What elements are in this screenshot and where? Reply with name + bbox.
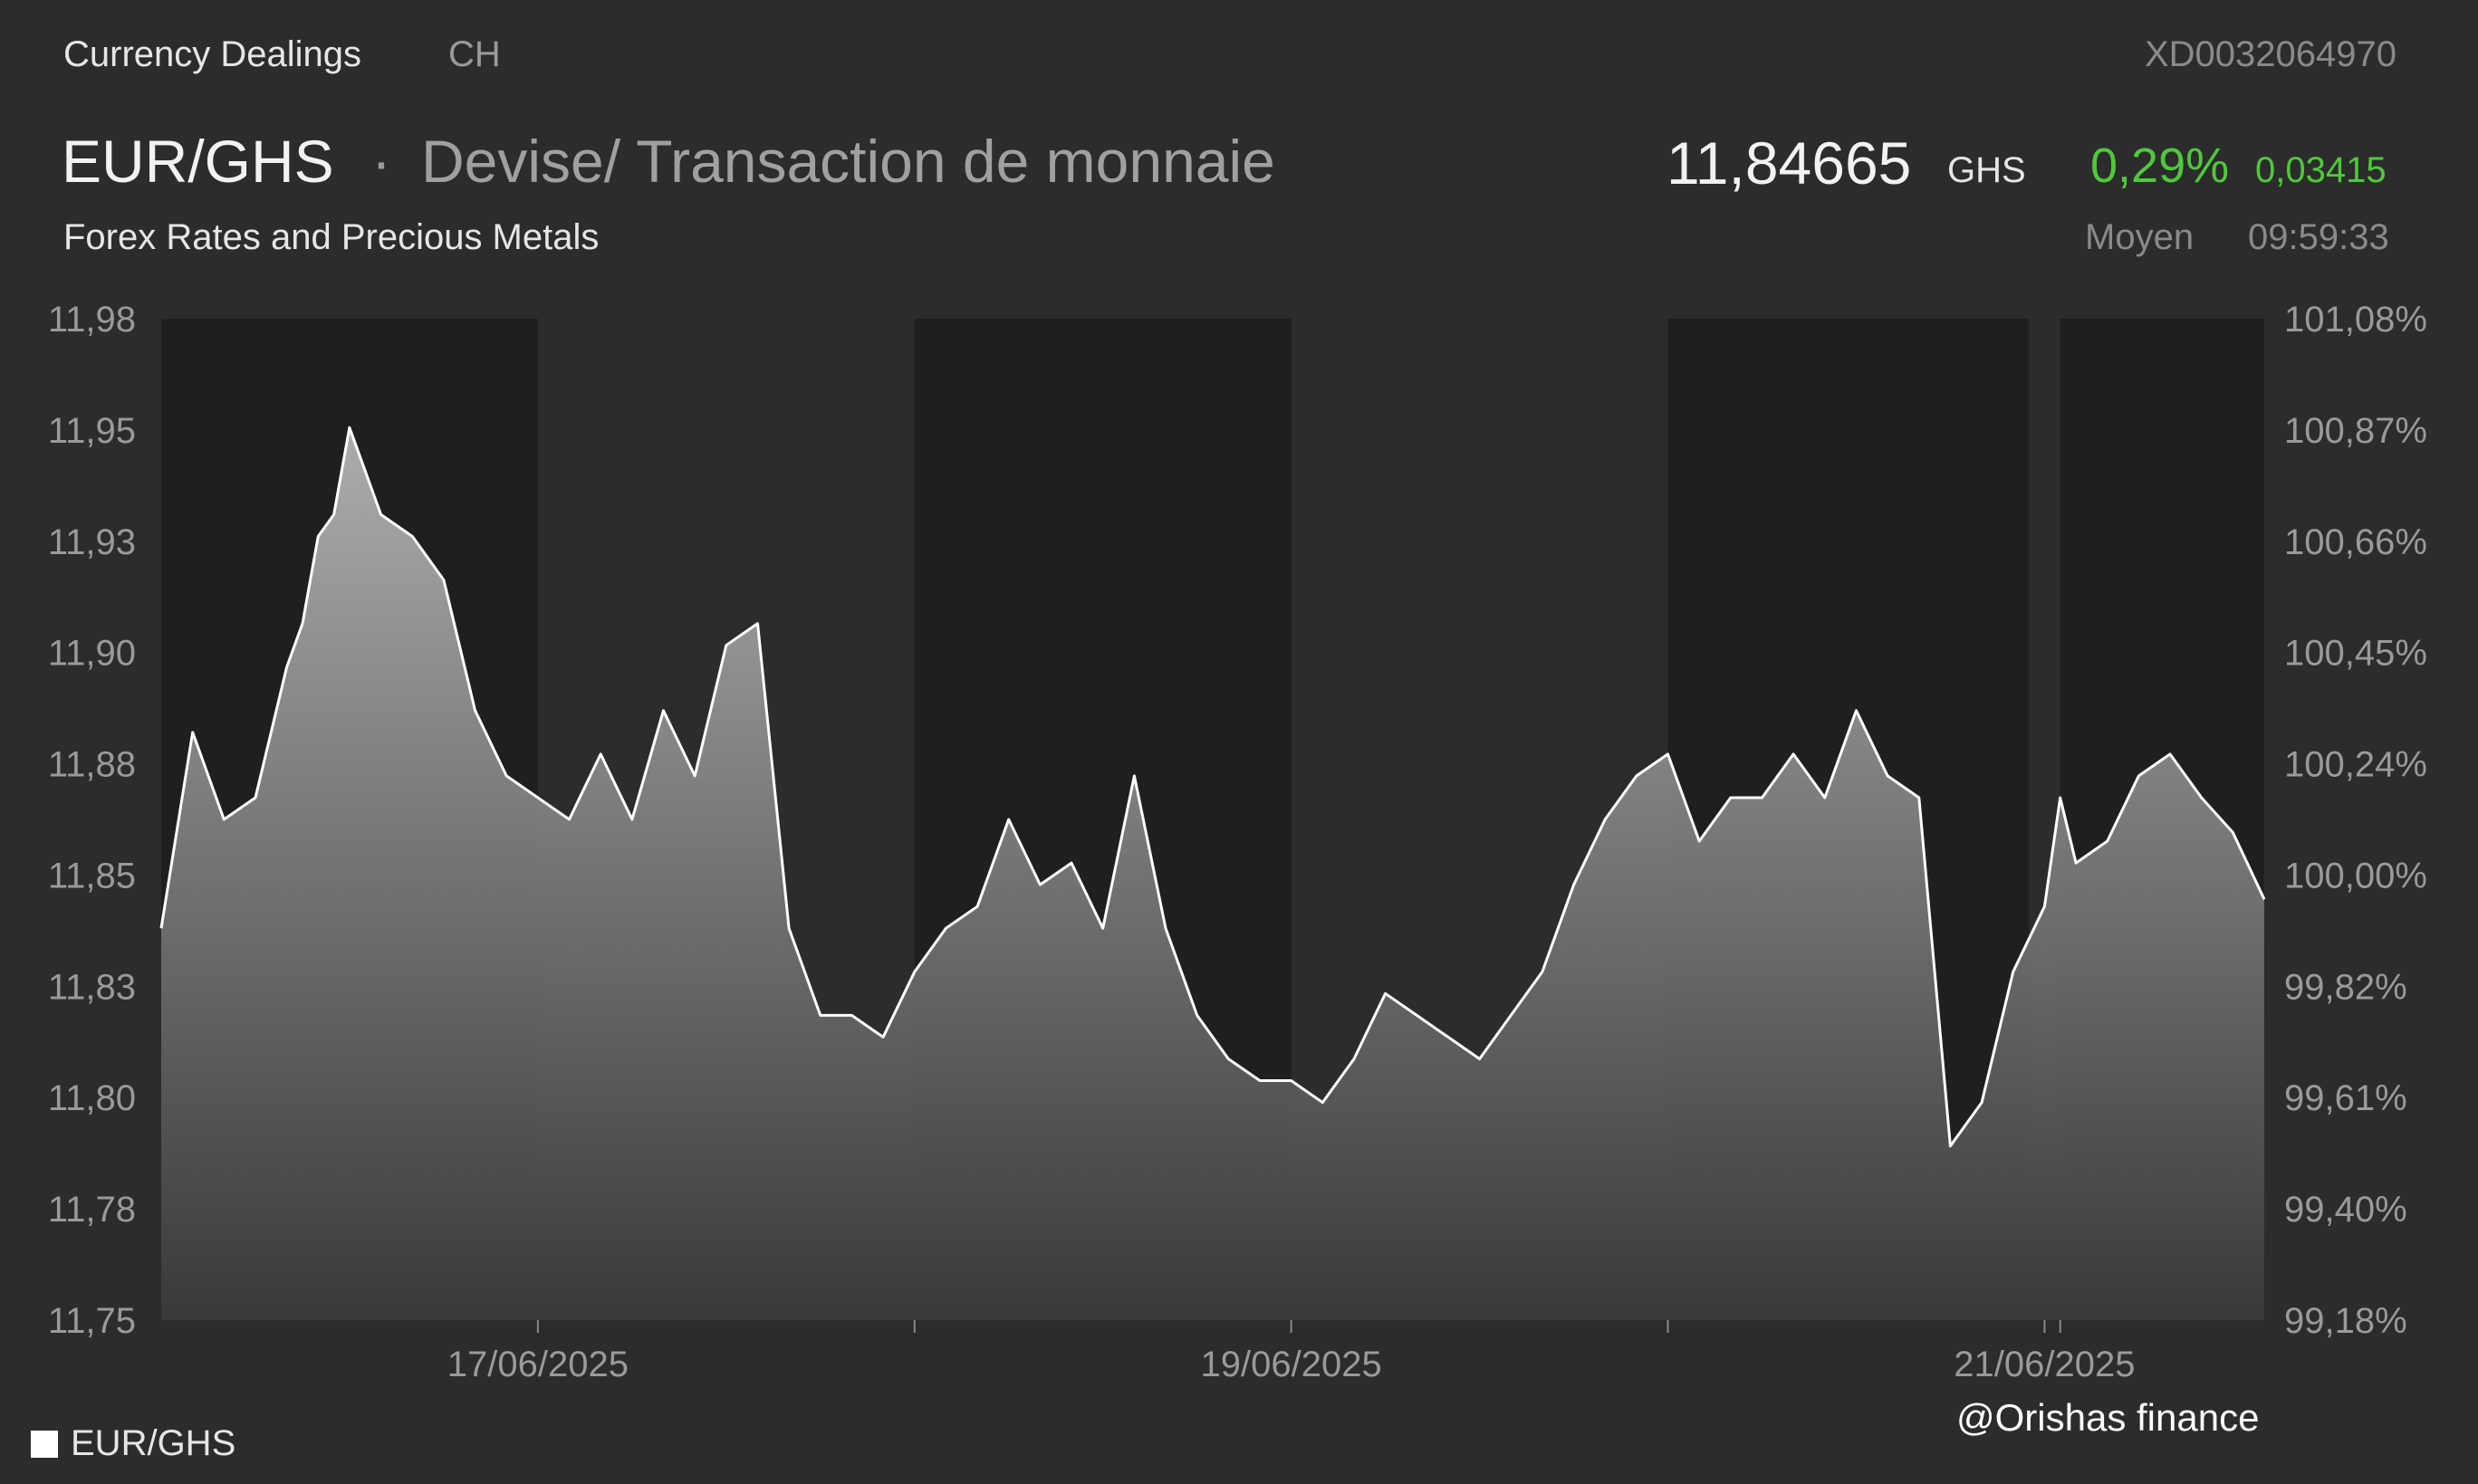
y-tick-label-left: 11,78 [48,1190,136,1230]
y-tick-label-right: 99,40% [2284,1190,2407,1230]
x-tick-label: 21/06/2025 [1954,1345,2135,1384]
instrument-description: Devise/ Transaction de monnaie [421,128,1275,195]
legend-swatch [31,1430,58,1458]
chart-legend: EUR/GHS [31,1423,235,1464]
legend-label: EUR/GHS [71,1423,236,1463]
isin-code: XD0032064970 [2144,34,2396,74]
change-percent: 0,29% [2090,139,2230,193]
y-tick-label-left: 11,90 [48,634,136,674]
y-tick-label-left: 11,75 [48,1301,136,1341]
y-tick-label-right: 100,00% [2284,856,2427,895]
watermark: @Orishas finance [1956,1396,2260,1439]
y-tick-label-right: 101,08% [2284,300,2427,340]
y-tick-label-left: 11,80 [48,1078,136,1118]
y-tick-label-left: 11,93 [48,522,136,562]
y-tick-label-right: 99,18% [2284,1301,2407,1341]
country-code: CH [448,34,501,74]
price-unit: GHS [1947,150,2026,190]
y-tick-label-right: 100,45% [2284,634,2427,674]
x-tick-label: 17/06/2025 [447,1345,629,1384]
y-tick-label-left: 11,95 [48,411,136,451]
y-tick-label-right: 100,66% [2284,522,2427,562]
x-tick-label: 19/06/2025 [1201,1345,1382,1384]
y-tick-label-right: 100,87% [2284,411,2427,451]
market-subtitle: Forex Rates and Precious Metals [63,217,600,257]
series-line [159,426,2266,1148]
y-tick-label-right: 99,61% [2284,1078,2407,1118]
category-label: Currency Dealings [63,34,362,74]
series-area [161,427,2264,1320]
last-price: 11,84665 [1666,129,1912,196]
quote-time: 09:59:33 [2248,217,2389,257]
currency-pair-title: EUR/GHS [62,128,334,195]
change-absolute: 0,03415 [2255,150,2387,190]
y-tick-label-left: 11,98 [48,300,136,340]
y-tick-label-left: 11,85 [48,856,136,895]
title-separator: · [371,128,391,195]
y-tick-label-right: 99,82% [2284,967,2407,1007]
y-tick-label-left: 11,83 [48,967,136,1007]
y-tick-label-right: 100,24% [2284,745,2427,785]
price-type: Moyen [2085,217,2195,257]
y-tick-label-left: 11,88 [48,745,136,785]
